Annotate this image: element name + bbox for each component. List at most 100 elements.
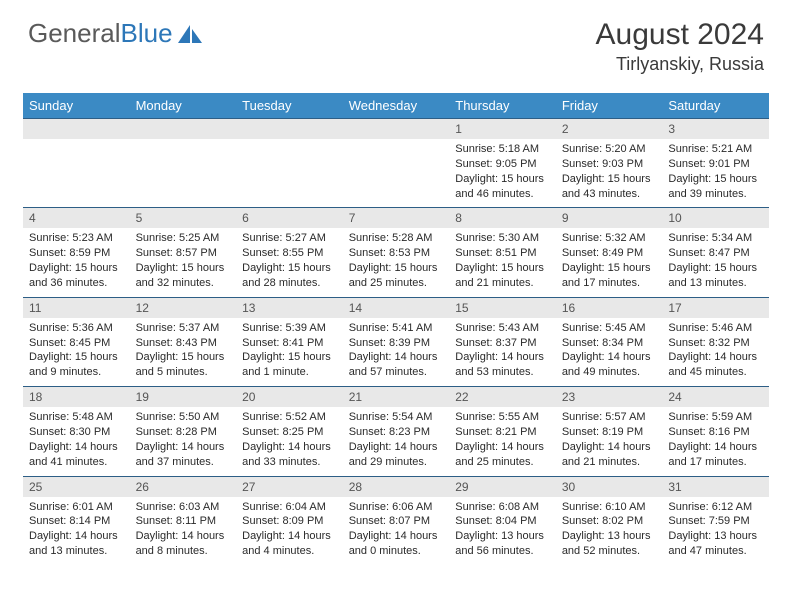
day-detail: Sunrise: 5:36 AMSunset: 8:45 PMDaylight:… <box>23 318 130 386</box>
day-number: 9 <box>556 208 663 228</box>
day-cell: 6Sunrise: 5:27 AMSunset: 8:55 PMDaylight… <box>236 208 343 297</box>
day-cell: 18Sunrise: 5:48 AMSunset: 8:30 PMDayligh… <box>23 387 130 476</box>
day-cell: 15Sunrise: 5:43 AMSunset: 8:37 PMDayligh… <box>449 297 556 386</box>
day-number: 29 <box>449 477 556 497</box>
day-number: 1 <box>449 119 556 139</box>
week-row: 25Sunrise: 6:01 AMSunset: 8:14 PMDayligh… <box>23 476 769 565</box>
day-detail: Sunrise: 6:08 AMSunset: 8:04 PMDaylight:… <box>449 497 556 565</box>
day-detail: Sunrise: 5:32 AMSunset: 8:49 PMDaylight:… <box>556 228 663 296</box>
day-cell: 13Sunrise: 5:39 AMSunset: 8:41 PMDayligh… <box>236 297 343 386</box>
day-detail: Sunrise: 5:50 AMSunset: 8:28 PMDaylight:… <box>130 407 237 475</box>
day-header: Wednesday <box>343 93 450 119</box>
day-cell: 30Sunrise: 6:10 AMSunset: 8:02 PMDayligh… <box>556 476 663 565</box>
week-row: 4Sunrise: 5:23 AMSunset: 8:59 PMDaylight… <box>23 208 769 297</box>
day-number: 5 <box>130 208 237 228</box>
day-cell <box>23 119 130 208</box>
day-cell: 2Sunrise: 5:20 AMSunset: 9:03 PMDaylight… <box>556 119 663 208</box>
brand-logo: GeneralBlue <box>28 18 204 49</box>
day-number: 16 <box>556 298 663 318</box>
day-header: Thursday <box>449 93 556 119</box>
day-header: Friday <box>556 93 663 119</box>
day-cell: 4Sunrise: 5:23 AMSunset: 8:59 PMDaylight… <box>23 208 130 297</box>
day-detail: Sunrise: 5:43 AMSunset: 8:37 PMDaylight:… <box>449 318 556 386</box>
brand-part1: General <box>28 18 121 49</box>
day-detail: Sunrise: 5:57 AMSunset: 8:19 PMDaylight:… <box>556 407 663 475</box>
day-detail: Sunrise: 5:48 AMSunset: 8:30 PMDaylight:… <box>23 407 130 475</box>
day-detail: Sunrise: 6:01 AMSunset: 8:14 PMDaylight:… <box>23 497 130 565</box>
day-number: 8 <box>449 208 556 228</box>
day-cell: 28Sunrise: 6:06 AMSunset: 8:07 PMDayligh… <box>343 476 450 565</box>
day-detail: Sunrise: 5:55 AMSunset: 8:21 PMDaylight:… <box>449 407 556 475</box>
day-cell: 11Sunrise: 5:36 AMSunset: 8:45 PMDayligh… <box>23 297 130 386</box>
day-number: 12 <box>130 298 237 318</box>
day-detail: Sunrise: 5:54 AMSunset: 8:23 PMDaylight:… <box>343 407 450 475</box>
day-detail: Sunrise: 5:46 AMSunset: 8:32 PMDaylight:… <box>662 318 769 386</box>
day-number: 31 <box>662 477 769 497</box>
day-detail: Sunrise: 5:27 AMSunset: 8:55 PMDaylight:… <box>236 228 343 296</box>
day-cell: 25Sunrise: 6:01 AMSunset: 8:14 PMDayligh… <box>23 476 130 565</box>
day-number: 20 <box>236 387 343 407</box>
day-cell: 5Sunrise: 5:25 AMSunset: 8:57 PMDaylight… <box>130 208 237 297</box>
title-block: August 2024 Tirlyanskiy, Russia <box>596 18 764 75</box>
day-detail: Sunrise: 5:23 AMSunset: 8:59 PMDaylight:… <box>23 228 130 296</box>
day-detail: Sunrise: 6:12 AMSunset: 7:59 PMDaylight:… <box>662 497 769 565</box>
day-cell: 8Sunrise: 5:30 AMSunset: 8:51 PMDaylight… <box>449 208 556 297</box>
day-detail: Sunrise: 5:39 AMSunset: 8:41 PMDaylight:… <box>236 318 343 386</box>
day-header: Monday <box>130 93 237 119</box>
day-number: 6 <box>236 208 343 228</box>
day-detail: Sunrise: 5:20 AMSunset: 9:03 PMDaylight:… <box>556 139 663 207</box>
day-cell: 26Sunrise: 6:03 AMSunset: 8:11 PMDayligh… <box>130 476 237 565</box>
day-cell: 17Sunrise: 5:46 AMSunset: 8:32 PMDayligh… <box>662 297 769 386</box>
calendar-body: 1Sunrise: 5:18 AMSunset: 9:05 PMDaylight… <box>23 119 769 565</box>
day-detail: Sunrise: 6:06 AMSunset: 8:07 PMDaylight:… <box>343 497 450 565</box>
day-detail: Sunrise: 6:10 AMSunset: 8:02 PMDaylight:… <box>556 497 663 565</box>
day-cell <box>130 119 237 208</box>
day-number: 22 <box>449 387 556 407</box>
brand-part2: Blue <box>121 18 173 49</box>
day-number: 28 <box>343 477 450 497</box>
day-cell <box>236 119 343 208</box>
day-detail: Sunrise: 5:34 AMSunset: 8:47 PMDaylight:… <box>662 228 769 296</box>
day-detail: Sunrise: 5:25 AMSunset: 8:57 PMDaylight:… <box>130 228 237 296</box>
day-detail: Sunrise: 6:04 AMSunset: 8:09 PMDaylight:… <box>236 497 343 565</box>
day-number: 14 <box>343 298 450 318</box>
day-number: 7 <box>343 208 450 228</box>
location: Tirlyanskiy, Russia <box>596 54 764 75</box>
day-number: 30 <box>556 477 663 497</box>
calendar-table: SundayMondayTuesdayWednesdayThursdayFrid… <box>23 93 769 565</box>
day-number: 21 <box>343 387 450 407</box>
day-cell: 21Sunrise: 5:54 AMSunset: 8:23 PMDayligh… <box>343 387 450 476</box>
day-detail: Sunrise: 5:52 AMSunset: 8:25 PMDaylight:… <box>236 407 343 475</box>
day-cell: 1Sunrise: 5:18 AMSunset: 9:05 PMDaylight… <box>449 119 556 208</box>
day-detail: Sunrise: 5:18 AMSunset: 9:05 PMDaylight:… <box>449 139 556 207</box>
day-header-row: SundayMondayTuesdayWednesdayThursdayFrid… <box>23 93 769 119</box>
day-detail: Sunrise: 5:45 AMSunset: 8:34 PMDaylight:… <box>556 318 663 386</box>
day-header: Saturday <box>662 93 769 119</box>
day-number: 25 <box>23 477 130 497</box>
day-cell: 20Sunrise: 5:52 AMSunset: 8:25 PMDayligh… <box>236 387 343 476</box>
day-number <box>23 119 130 139</box>
day-cell: 31Sunrise: 6:12 AMSunset: 7:59 PMDayligh… <box>662 476 769 565</box>
day-cell: 14Sunrise: 5:41 AMSunset: 8:39 PMDayligh… <box>343 297 450 386</box>
day-number: 17 <box>662 298 769 318</box>
day-number: 27 <box>236 477 343 497</box>
day-detail: Sunrise: 5:30 AMSunset: 8:51 PMDaylight:… <box>449 228 556 296</box>
logo-sail-icon <box>176 23 204 45</box>
day-cell: 27Sunrise: 6:04 AMSunset: 8:09 PMDayligh… <box>236 476 343 565</box>
day-number: 13 <box>236 298 343 318</box>
day-cell: 16Sunrise: 5:45 AMSunset: 8:34 PMDayligh… <box>556 297 663 386</box>
day-number: 23 <box>556 387 663 407</box>
day-cell: 19Sunrise: 5:50 AMSunset: 8:28 PMDayligh… <box>130 387 237 476</box>
month-title: August 2024 <box>596 18 764 52</box>
day-header: Tuesday <box>236 93 343 119</box>
day-cell: 10Sunrise: 5:34 AMSunset: 8:47 PMDayligh… <box>662 208 769 297</box>
day-number: 11 <box>23 298 130 318</box>
day-detail: Sunrise: 5:28 AMSunset: 8:53 PMDaylight:… <box>343 228 450 296</box>
day-detail: Sunrise: 5:37 AMSunset: 8:43 PMDaylight:… <box>130 318 237 386</box>
day-cell: 3Sunrise: 5:21 AMSunset: 9:01 PMDaylight… <box>662 119 769 208</box>
day-cell: 12Sunrise: 5:37 AMSunset: 8:43 PMDayligh… <box>130 297 237 386</box>
day-number: 10 <box>662 208 769 228</box>
day-number: 15 <box>449 298 556 318</box>
day-cell: 7Sunrise: 5:28 AMSunset: 8:53 PMDaylight… <box>343 208 450 297</box>
day-number <box>343 119 450 139</box>
